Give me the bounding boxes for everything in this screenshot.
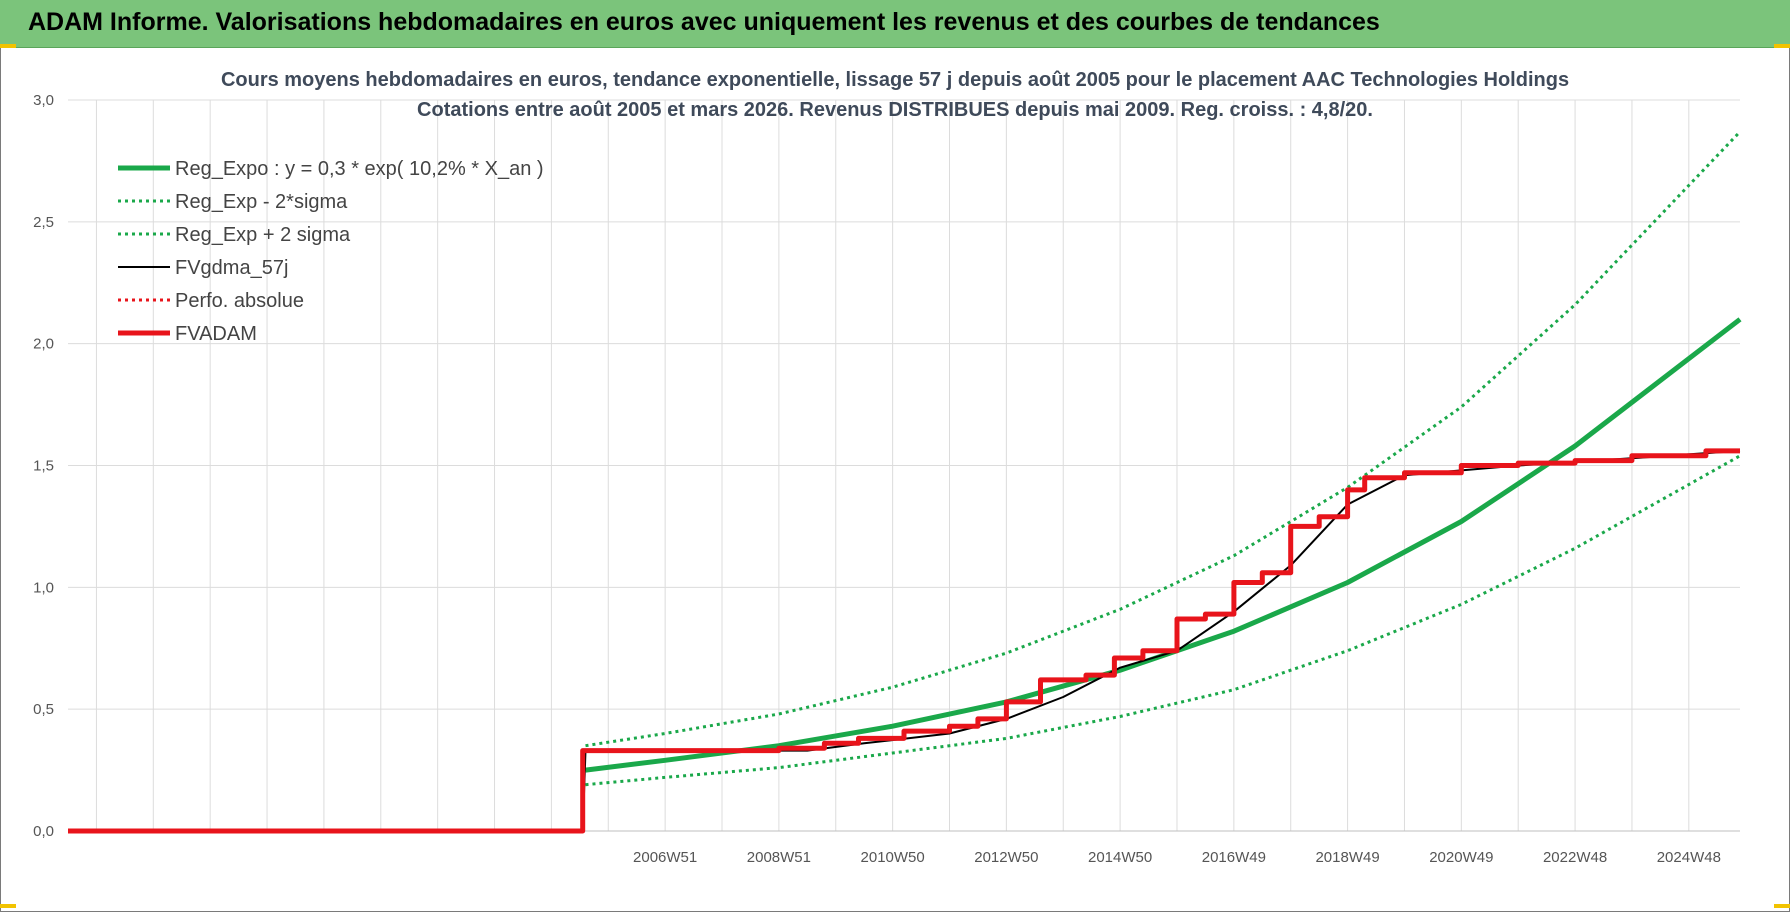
- grid-lines: [68, 99, 1740, 832]
- y-tick-label: 1,0: [33, 579, 54, 596]
- y-tick-label: 0,0: [33, 823, 54, 840]
- legend-label: FVgdma_57j: [175, 257, 288, 279]
- series-line-3: [68, 449, 1741, 832]
- legend-label: Perfo. absolue: [175, 290, 304, 312]
- report-banner: ADAM Informe. Valorisations hebdomadaire…: [0, 0, 1790, 48]
- chart-area: 0,0 0,5 1,0 1,5 2,0 2,5 3,0 2006W51 2008W51 2010W…: [33, 69, 1742, 866]
- legend-label: Reg_Exp + 2 sigma: [175, 224, 351, 246]
- series-line-1: [585, 454, 1741, 787]
- x-tick-label: 2024W48: [1657, 849, 1721, 866]
- banner-title: ADAM Informe. Valorisations hebdomadaire…: [28, 8, 1380, 36]
- x-tick-label: 2008W51: [747, 849, 811, 866]
- legend-label: Reg_Expo : y = 0,3 * exp( 10,2% * X_an ): [175, 158, 544, 180]
- corner-marker: [0, 44, 16, 48]
- x-tick-label: 2014W50: [1088, 849, 1152, 866]
- chart-subtitle: Cotations entre août 2005 et mars 2026. …: [417, 99, 1373, 121]
- y-tick-label: 2,5: [33, 214, 54, 231]
- x-tick-label: 2016W49: [1202, 849, 1266, 866]
- corner-marker: [1774, 904, 1790, 908]
- series-line-5: [68, 448, 1740, 834]
- y-tick-label: 3,0: [33, 92, 54, 109]
- x-tick-label: 2010W50: [861, 849, 925, 866]
- y-tick-label: 1,5: [33, 458, 54, 475]
- series-line-0: [585, 317, 1742, 773]
- x-tick-label: 2022W48: [1543, 849, 1607, 866]
- legend: Reg_Expo : y = 0,3 * exp( 10,2% * X_an )…: [118, 158, 544, 345]
- series-line-2: [585, 130, 1742, 748]
- corner-marker: [1774, 44, 1790, 48]
- corner-marker: [0, 904, 16, 908]
- x-tick-label: 2018W49: [1315, 849, 1379, 866]
- legend-label: Reg_Exp - 2*sigma: [175, 191, 348, 213]
- y-tick-label: 0,5: [33, 701, 54, 718]
- chart-title: Cours moyens hebdomadaires en euros, ten…: [221, 69, 1569, 91]
- legend-label: FVADAM: [175, 323, 257, 345]
- x-tick-label: 2006W51: [633, 849, 697, 866]
- series-lines: [68, 130, 1742, 834]
- x-tick-label: 2020W49: [1429, 849, 1493, 866]
- x-tick-label: 2012W50: [974, 849, 1038, 866]
- y-tick-label: 2,0: [33, 336, 54, 353]
